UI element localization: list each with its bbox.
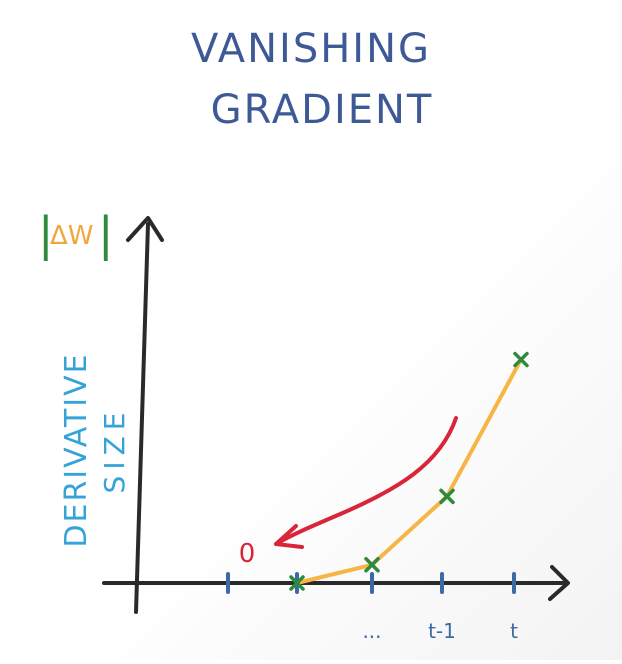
zero-annotation: 0 <box>239 539 256 569</box>
data-point-markers <box>289 351 529 591</box>
y-axis-line <box>134 222 150 614</box>
x-axis-tick-label: t-1 <box>428 619 456 643</box>
delta-w-right-bar: | <box>98 207 114 262</box>
title-line-1: VANISHING <box>191 26 431 72</box>
derivative-curve <box>295 357 523 585</box>
title-line-2: GRADIENT <box>211 87 434 133</box>
delta-w-left-bar: | <box>38 207 54 262</box>
x-axis-tick-label: t <box>510 619 518 643</box>
data-point-marker <box>289 575 305 591</box>
data-point-marker <box>439 488 455 505</box>
data-point-marker <box>364 557 380 573</box>
y-axis-arrowhead <box>126 216 164 242</box>
vanishing-arrow <box>274 416 458 546</box>
x-axis-arrowhead <box>548 565 570 601</box>
x-axis-tick-labels: ... t-1 t <box>362 619 518 643</box>
data-point-marker <box>513 351 529 368</box>
y-axis-label-sub: SIZE <box>98 407 131 494</box>
delta-w-symbol: ΔW <box>50 221 94 251</box>
y-axis-label-main: DERIVATIVE <box>59 352 94 547</box>
vanishing-arrowhead <box>274 524 304 549</box>
x-axis-tick-label: ... <box>362 619 381 643</box>
